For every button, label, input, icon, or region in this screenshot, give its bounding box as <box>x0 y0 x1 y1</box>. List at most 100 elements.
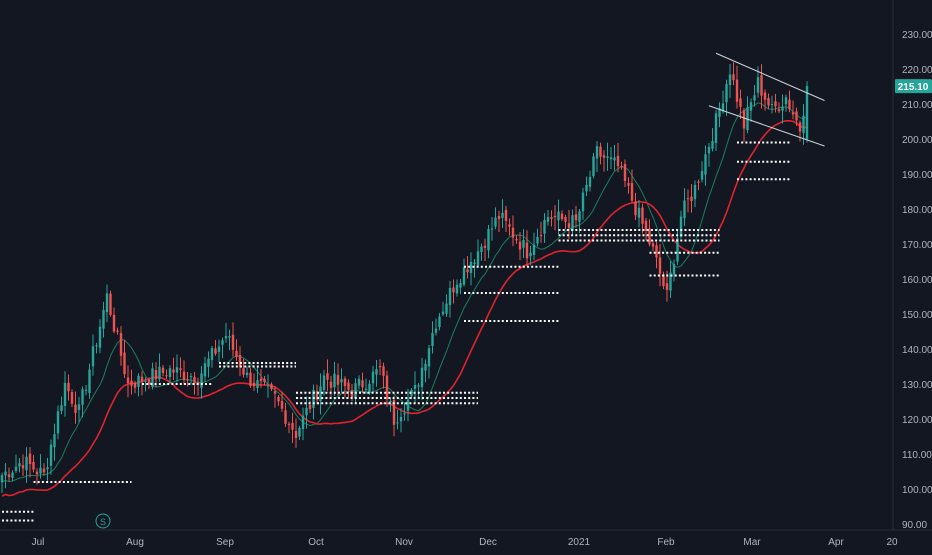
candle-body <box>137 375 140 387</box>
y-tick-label: 230.00 <box>902 30 932 41</box>
candle-body <box>508 224 511 227</box>
candle-body <box>228 336 231 338</box>
candle-body <box>669 272 672 291</box>
candle-body <box>217 346 221 352</box>
candle-body <box>81 389 84 405</box>
candle-body <box>581 192 585 212</box>
candle-body <box>637 207 641 218</box>
candle-body <box>795 111 798 121</box>
candle-body <box>501 212 504 218</box>
candle-body <box>578 211 581 222</box>
candle-body <box>382 366 385 376</box>
candle-body <box>329 381 333 388</box>
candle-body <box>462 267 466 285</box>
candle-body <box>427 348 431 367</box>
candle-body <box>112 315 116 332</box>
y-tick-label: 210.00 <box>902 100 932 111</box>
candle-body <box>357 378 361 386</box>
x-tick-label: 20 <box>886 537 898 548</box>
candle-body <box>231 334 235 350</box>
candle-body <box>585 184 588 192</box>
candle-body <box>413 384 417 389</box>
x-tick-label: Jul <box>32 537 45 548</box>
candle-body <box>49 444 53 466</box>
y-tick-label: 130.00 <box>902 380 932 391</box>
candle-body <box>497 216 501 219</box>
candle-body <box>396 422 399 424</box>
candle-body <box>53 434 56 448</box>
candle-body <box>630 182 634 201</box>
candle-body <box>431 332 434 347</box>
candle-body <box>560 213 564 220</box>
candle-body <box>350 390 354 398</box>
y-tick-label: 170.00 <box>902 240 932 251</box>
y-tick-label: 200.00 <box>902 135 932 146</box>
candle-body <box>270 384 273 390</box>
candle-body <box>284 410 287 424</box>
candle-body <box>7 474 11 478</box>
candle-body <box>480 246 483 252</box>
x-tick-label: Apr <box>828 537 844 548</box>
candle-body <box>679 216 683 237</box>
candle-body <box>210 348 214 360</box>
candle-body <box>368 383 371 392</box>
y-tick-label: 220.00 <box>902 65 932 76</box>
x-tick-label: Feb <box>657 537 675 548</box>
candle-body <box>203 363 207 377</box>
candle-body <box>249 372 252 387</box>
candle-body <box>266 385 270 387</box>
candle-body <box>623 163 627 181</box>
candle-body <box>455 284 459 294</box>
candle-body <box>375 369 378 375</box>
last-price-tag <box>895 79 932 94</box>
candle-body <box>634 201 637 216</box>
candle-body <box>424 363 427 371</box>
candle-body <box>182 371 186 380</box>
candle-body <box>452 287 455 293</box>
candle-body <box>522 239 525 248</box>
split-event-label: S <box>100 517 106 527</box>
candle-body <box>147 379 151 385</box>
candle-body <box>788 99 791 110</box>
candle-body <box>641 207 644 224</box>
candle-body <box>781 106 784 111</box>
candle-body <box>417 385 420 387</box>
candle-body <box>168 368 172 377</box>
candle-body <box>532 244 536 255</box>
candle-body <box>515 239 518 241</box>
candle-body <box>686 198 690 200</box>
candle-body <box>371 371 375 384</box>
candle-body <box>172 369 175 373</box>
candle-body <box>347 382 350 390</box>
candle-body <box>609 157 613 160</box>
candle-body <box>665 283 669 290</box>
candle-body <box>123 352 126 375</box>
candle-body <box>11 472 14 478</box>
candle-body <box>130 380 133 386</box>
candle-body <box>259 378 263 382</box>
candle-body <box>511 227 515 238</box>
x-tick-label: Aug <box>126 537 144 548</box>
candle-body <box>721 103 725 112</box>
candle-body <box>469 262 473 273</box>
candle-body <box>308 405 312 410</box>
candle-body <box>224 336 228 339</box>
candle-body <box>802 115 805 134</box>
candle-body <box>711 140 714 149</box>
x-tick-label: Oct <box>308 537 324 548</box>
candle-body <box>389 400 392 403</box>
candle-body <box>35 471 39 475</box>
candle-body <box>326 373 329 380</box>
candle-body <box>67 382 70 392</box>
candle-body <box>697 181 700 183</box>
candle-body <box>238 354 242 368</box>
candle-body <box>32 461 35 470</box>
candle-body <box>539 234 543 236</box>
candle-body <box>186 379 189 381</box>
candle-body <box>84 389 88 391</box>
candle-body <box>273 391 277 394</box>
candle-body <box>728 74 732 85</box>
x-tick-label: Dec <box>479 537 497 548</box>
